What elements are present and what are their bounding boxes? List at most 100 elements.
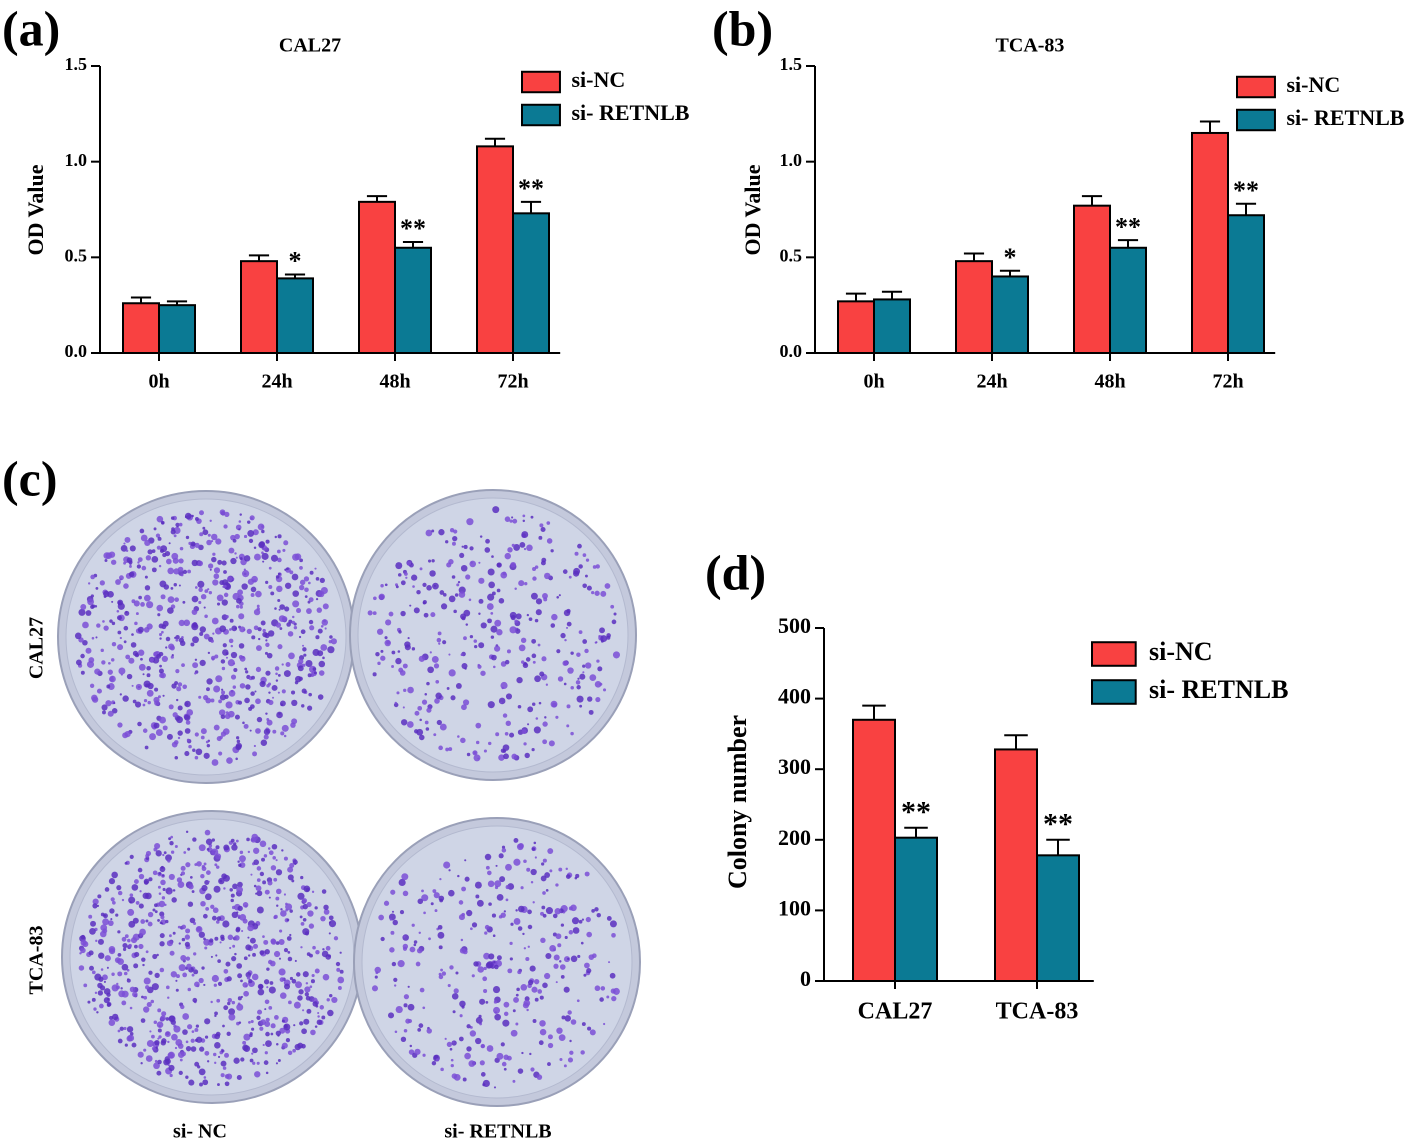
colony (492, 934, 496, 938)
colony (533, 726, 541, 734)
colony (200, 728, 207, 735)
colony (494, 880, 502, 888)
colony (333, 936, 339, 941)
colony (245, 670, 249, 674)
colony (505, 863, 512, 871)
colony (253, 744, 256, 748)
colony (392, 919, 398, 926)
colony (530, 868, 537, 876)
y-tick-label: 100 (778, 895, 811, 920)
colony (125, 654, 131, 660)
colony (431, 1060, 437, 1066)
colony (99, 580, 105, 586)
colony (494, 645, 501, 652)
colony (542, 739, 548, 745)
colony (606, 916, 612, 921)
error-bar (520, 200, 542, 214)
colony (279, 977, 285, 982)
colony (560, 923, 565, 927)
colony (538, 701, 542, 705)
colony (161, 1011, 167, 1017)
colony (247, 529, 255, 537)
colony (126, 1026, 134, 1033)
colony (211, 915, 217, 921)
colony (151, 983, 159, 991)
colony (528, 617, 533, 622)
colony (522, 519, 526, 523)
colony (157, 536, 162, 541)
colony (206, 687, 210, 692)
colony (564, 661, 568, 666)
colony (118, 575, 124, 581)
colony (188, 744, 192, 749)
colony (531, 986, 538, 993)
colony (544, 716, 547, 719)
colony (222, 1066, 227, 1070)
colony (328, 921, 332, 924)
colony (126, 673, 133, 680)
colony (178, 522, 183, 527)
colony (266, 652, 273, 659)
colony (111, 972, 115, 976)
colony (304, 992, 309, 997)
colony (440, 1067, 444, 1072)
colony (245, 684, 251, 690)
colony (511, 516, 514, 519)
colony (504, 659, 510, 665)
colony (106, 966, 109, 969)
colony (108, 947, 116, 955)
colony (264, 1051, 268, 1055)
colony (214, 1033, 221, 1040)
colony (146, 623, 153, 630)
colony (529, 1052, 532, 1056)
colony (168, 704, 174, 710)
colony (129, 901, 132, 904)
colony (85, 647, 92, 654)
colony (242, 721, 245, 725)
colony (149, 1030, 152, 1033)
colony (184, 700, 191, 708)
colony (285, 1038, 291, 1043)
colony (227, 1001, 231, 1006)
colony (119, 1026, 124, 1031)
bar (158, 304, 196, 354)
colony (123, 625, 129, 631)
colony (315, 577, 320, 581)
colony (413, 940, 418, 944)
colony (451, 1040, 457, 1046)
colony (261, 552, 269, 560)
colony (239, 513, 242, 516)
colony (582, 583, 587, 589)
colony (243, 555, 251, 562)
colony (484, 924, 490, 930)
significance-label: ** (518, 174, 544, 203)
colony (494, 1013, 501, 1021)
colony (283, 948, 289, 953)
colony (137, 561, 140, 564)
colony (395, 1006, 403, 1014)
colony (237, 860, 240, 863)
colony (395, 585, 399, 589)
colony (189, 876, 193, 879)
colony (609, 920, 617, 928)
colony (384, 636, 388, 640)
colony (281, 616, 288, 622)
colony (232, 578, 235, 581)
error-bar (862, 704, 886, 720)
colony (191, 973, 195, 977)
colony (94, 668, 101, 675)
colony (292, 600, 300, 608)
colony (433, 733, 437, 737)
colony (185, 535, 190, 540)
colony (252, 1047, 258, 1054)
colony (531, 653, 537, 659)
colony (190, 541, 196, 547)
colony (101, 704, 108, 711)
colony (581, 1022, 586, 1026)
colony (160, 1040, 167, 1046)
colony (288, 619, 293, 624)
colony (520, 886, 524, 890)
colony (123, 583, 129, 589)
colony (302, 917, 307, 922)
colony (587, 696, 593, 702)
